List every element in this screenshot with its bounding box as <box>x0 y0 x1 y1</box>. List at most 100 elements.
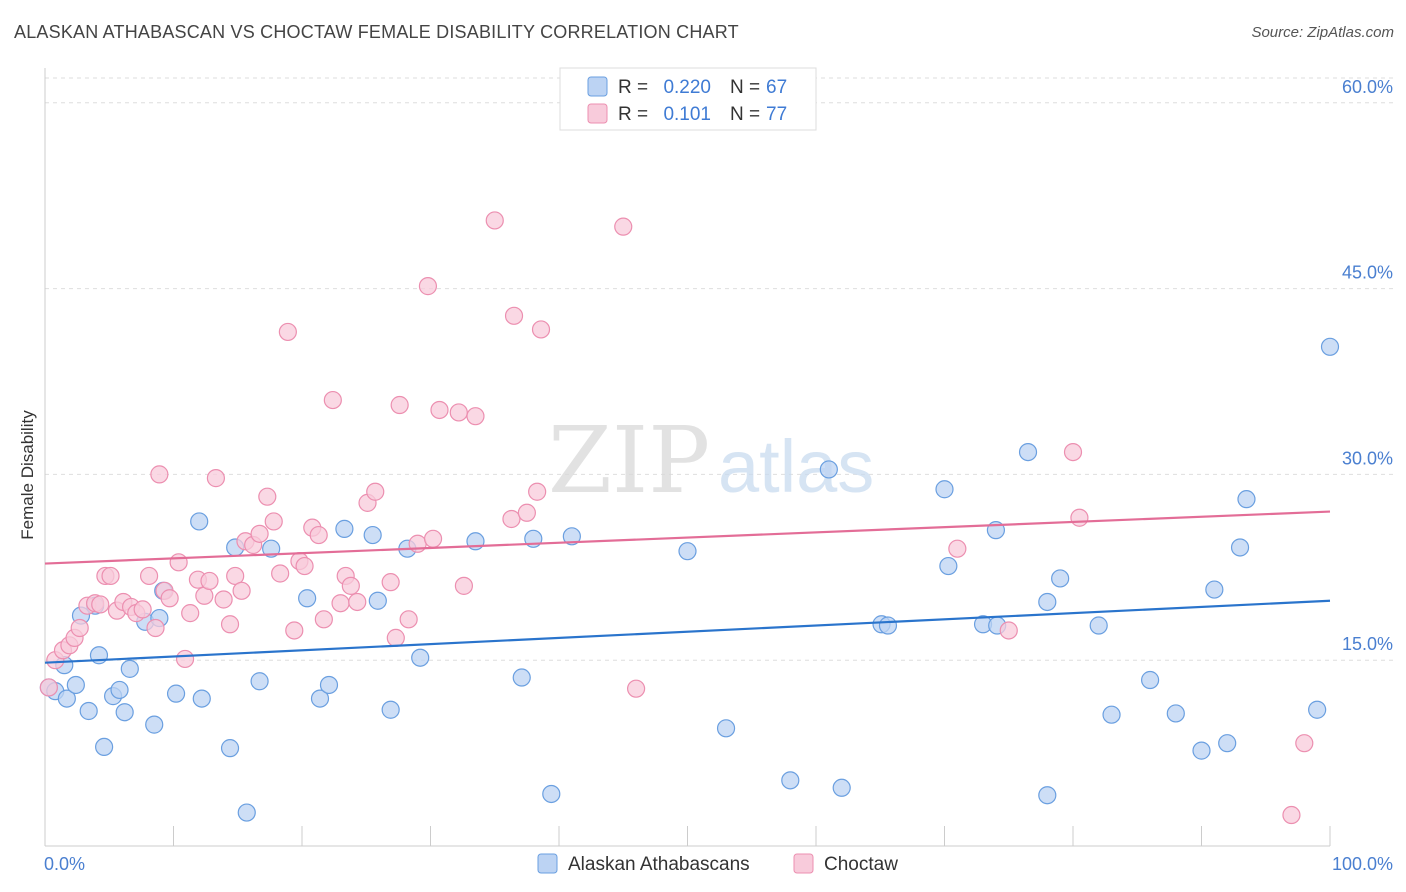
point-alaskan-athabascan <box>935 480 954 499</box>
point-alaskan-athabascan <box>368 591 387 610</box>
point-alaskan-athabascan <box>145 715 164 734</box>
point-alaskan-athabascan <box>1038 592 1057 612</box>
point-choctaw <box>250 524 269 543</box>
point-alaskan-athabascan <box>95 737 114 757</box>
point-choctaw <box>466 407 485 426</box>
point-alaskan-athabascan <box>381 700 400 719</box>
point-choctaw <box>399 610 418 629</box>
point-choctaw <box>309 525 328 545</box>
point-choctaw <box>1282 805 1301 825</box>
watermark: ZIP atlas <box>548 407 874 514</box>
trend-line-alaskan-athabascans <box>44 599 1331 664</box>
legend-n-label-2: N = <box>730 104 760 125</box>
point-choctaw <box>1295 734 1314 753</box>
point-choctaw <box>150 465 169 484</box>
point-alaskan-athabascan <box>1320 337 1340 356</box>
y-tick-label: 30.0% <box>1342 448 1393 468</box>
legend-series: Alaskan Athabascans Choctaw <box>537 853 898 875</box>
legend-bottom-swatch-pink <box>793 853 814 874</box>
point-choctaw <box>70 618 89 638</box>
point-alaskan-athabascan <box>1140 670 1160 690</box>
point-alaskan-athabascan <box>1102 705 1121 724</box>
point-choctaw <box>614 217 633 236</box>
trend-line-choctaw <box>44 510 1331 565</box>
point-choctaw <box>331 594 350 613</box>
point-alaskan-athabascan <box>250 672 269 691</box>
point-choctaw <box>423 529 443 548</box>
x-tick-label: 100.0% <box>1332 854 1393 874</box>
point-choctaw <box>232 581 251 600</box>
legend-r-value-2: 0.101 <box>663 104 711 125</box>
legend-n-value-2: 77 <box>766 104 787 125</box>
point-choctaw <box>449 403 468 422</box>
point-choctaw <box>999 621 1018 640</box>
point-choctaw <box>366 482 385 501</box>
point-alaskan-athabascan <box>79 701 98 721</box>
y-tick-label: 60.0% <box>1342 77 1393 97</box>
point-choctaw <box>91 595 110 614</box>
legend-swatch-pink <box>587 103 608 124</box>
point-choctaw <box>348 592 367 612</box>
point-choctaw <box>271 564 290 583</box>
trend-lines <box>44 510 1331 664</box>
point-choctaw <box>169 553 188 572</box>
point-alaskan-athabascan <box>319 675 339 695</box>
gridlines <box>45 77 1395 661</box>
point-choctaw <box>295 556 314 576</box>
watermark-zip: ZIP <box>548 407 710 514</box>
point-alaskan-athabascan <box>832 778 851 797</box>
point-alaskan-athabascan <box>1205 580 1224 599</box>
point-choctaw <box>278 322 297 342</box>
point-choctaw <box>181 604 200 623</box>
point-choctaw <box>133 600 152 619</box>
point-choctaw <box>1070 508 1089 527</box>
point-choctaw <box>341 576 360 595</box>
point-alaskan-athabascan <box>562 527 581 546</box>
point-alaskan-athabascan <box>237 803 256 822</box>
point-alaskan-athabascan <box>1038 786 1057 805</box>
point-choctaw <box>101 566 120 586</box>
y-tick-label: 45.0% <box>1342 263 1393 283</box>
legend-r-value-1: 0.220 <box>663 77 711 98</box>
point-alaskan-athabascan <box>1308 700 1327 719</box>
legend-stats: R = 0.220 N = 67 R = 0.101 N = 77 <box>559 67 817 131</box>
point-choctaw <box>200 571 219 591</box>
watermark-atlas: atlas <box>718 425 874 508</box>
point-alaskan-athabascan <box>220 739 240 758</box>
point-choctaw <box>386 628 405 647</box>
legend-series-name-2: Choctaw <box>824 854 898 875</box>
point-choctaw <box>531 320 551 339</box>
point-alaskan-athabascan <box>1018 442 1038 462</box>
x-tick-labels: 0.0% 100.0% <box>44 854 1393 874</box>
point-alaskan-athabascan <box>1218 734 1237 753</box>
legend-n-value-1: 67 <box>766 77 787 98</box>
point-alaskan-athabascan <box>819 460 838 479</box>
point-choctaw <box>1063 442 1083 462</box>
y-tick-labels: 15.0% 30.0% 45.0% 60.0% <box>1342 77 1393 654</box>
point-alaskan-athabascan <box>262 539 281 558</box>
point-alaskan-athabascan <box>335 519 354 538</box>
point-choctaw <box>517 503 536 522</box>
legend-r-label-2: R = <box>618 104 648 125</box>
legend-bottom-swatch-blue <box>537 853 558 874</box>
point-choctaw <box>948 539 967 558</box>
point-alaskan-athabascan <box>120 659 139 678</box>
point-choctaw <box>39 678 58 697</box>
chart-title: ALASKAN ATHABASCAN VS CHOCTAW FEMALE DIS… <box>14 22 739 42</box>
point-alaskan-athabascan <box>1051 569 1070 588</box>
point-choctaw <box>258 487 277 506</box>
x-tick-label: 0.0% <box>44 854 85 874</box>
point-choctaw <box>485 211 504 230</box>
point-alaskan-athabascan <box>678 542 697 561</box>
y-tick-label: 15.0% <box>1342 634 1393 654</box>
point-alaskan-athabascan <box>939 556 958 576</box>
point-choctaw <box>502 509 521 529</box>
point-choctaw <box>220 615 240 634</box>
point-alaskan-athabascan <box>512 668 531 687</box>
point-choctaw <box>418 277 438 296</box>
point-alaskan-athabascan <box>1237 490 1256 509</box>
point-alaskan-athabascan <box>542 784 561 804</box>
point-alaskan-athabascan <box>115 703 134 722</box>
source-label: Source: ZipAtlas.com <box>1251 24 1394 41</box>
